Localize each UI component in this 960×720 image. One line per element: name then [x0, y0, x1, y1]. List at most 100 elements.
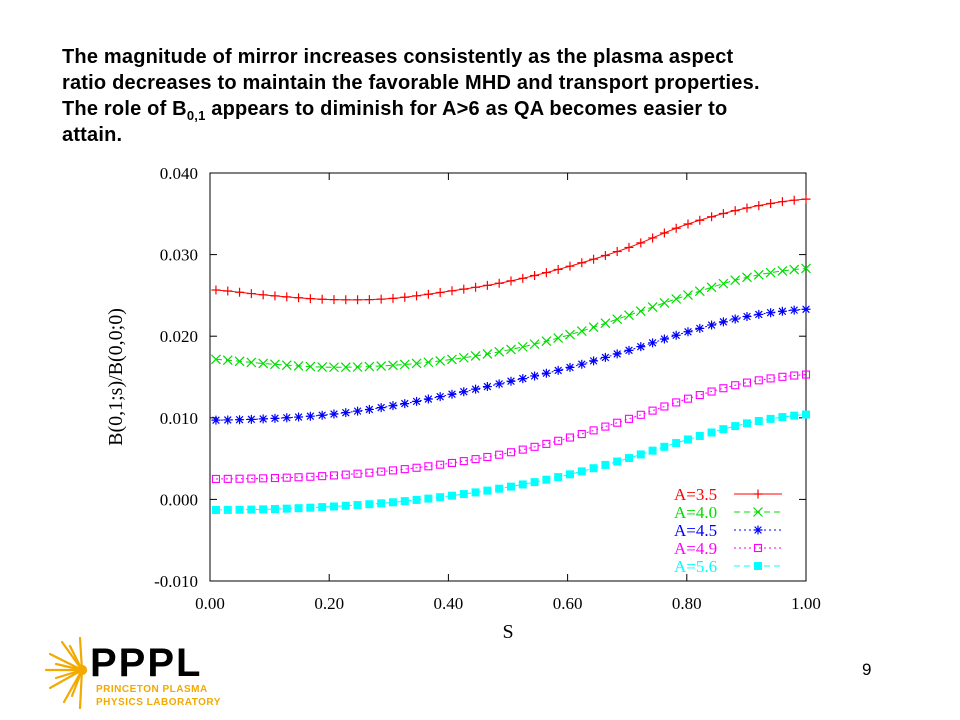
- series-point: [695, 215, 705, 225]
- series-point: [707, 387, 716, 396]
- series-point: [777, 197, 787, 207]
- series-point: [471, 384, 481, 394]
- series-point: [777, 266, 788, 276]
- series-point: [530, 442, 539, 451]
- series-point: [235, 287, 245, 297]
- pppl-logo: PPPL PRINCETON PLASMA PHYSICS LABORATORY: [44, 636, 221, 710]
- series-point: [482, 280, 492, 290]
- series-point: [565, 433, 575, 442]
- series-point: [660, 402, 669, 411]
- series-point: [376, 403, 386, 413]
- y-tick-label: 0.000: [160, 490, 198, 509]
- series-point: [234, 356, 245, 367]
- series-point: [730, 206, 740, 216]
- series-point: [400, 497, 409, 506]
- series-point: [506, 482, 515, 491]
- series-point: [459, 387, 469, 397]
- series-point: [246, 289, 256, 299]
- series-point: [235, 505, 244, 514]
- series-point: [282, 292, 292, 302]
- logo-wordmark: PPPL: [90, 641, 202, 685]
- series-point: [365, 500, 374, 509]
- series-point: [364, 361, 375, 372]
- series-point: [494, 278, 504, 288]
- series-point: [683, 290, 693, 300]
- series-point: [754, 417, 763, 426]
- series-point: [364, 404, 374, 414]
- series-point: [423, 357, 434, 368]
- series-point: [683, 327, 693, 337]
- series-point: [542, 475, 551, 484]
- series-point: [482, 382, 492, 392]
- series-point: [436, 460, 445, 469]
- series-point: [777, 306, 787, 316]
- y-tick-label: 0.040: [160, 164, 198, 183]
- series-point: [412, 495, 421, 504]
- series-point: [778, 372, 787, 381]
- series-point: [801, 194, 811, 204]
- series-point: [340, 362, 351, 373]
- series-point: [294, 293, 304, 303]
- series-point: [518, 445, 527, 454]
- series-point: [648, 338, 658, 348]
- series-point: [495, 484, 504, 493]
- series-point: [447, 286, 457, 296]
- series-point: [223, 474, 232, 483]
- x-tick-label: 0.00: [195, 594, 225, 613]
- series-point: [554, 436, 563, 445]
- series-point: [742, 312, 752, 322]
- series-point: [790, 411, 799, 420]
- series-point: [294, 412, 304, 422]
- series-point: [282, 504, 291, 513]
- series-point: [576, 326, 587, 337]
- series-point: [458, 352, 469, 363]
- series-point: [577, 430, 586, 439]
- series-A=4.9: [211, 370, 811, 484]
- series-point: [435, 355, 446, 366]
- series-point: [766, 414, 775, 423]
- series-point: [388, 401, 398, 411]
- series-point: [447, 491, 456, 500]
- series-point: [730, 314, 740, 324]
- series-point: [400, 465, 409, 474]
- series-point: [624, 414, 634, 423]
- series-point: [400, 399, 410, 409]
- series-point: [506, 448, 516, 457]
- series-point: [766, 374, 775, 383]
- y-axis-label: B(0,1;s)/B(0,0;0): [105, 308, 127, 446]
- series-point: [671, 223, 681, 233]
- series-line: [215, 374, 807, 480]
- series-point: [494, 379, 504, 389]
- page-number: 9: [862, 660, 872, 679]
- chart-axes: 0.00 0.20 0.40 0.60 0.80 1.00 -0.010 0.000 0.010…: [105, 164, 821, 643]
- series-point: [329, 502, 338, 511]
- series-point: [672, 398, 681, 407]
- series-point: [364, 295, 374, 305]
- series-point: [424, 494, 433, 503]
- caption-line-4: attain.: [62, 124, 123, 146]
- series-line: [215, 414, 807, 511]
- series-point: [612, 314, 623, 325]
- series-point: [258, 358, 269, 369]
- series-point: [306, 503, 315, 512]
- series-point: [483, 486, 492, 495]
- series-point: [211, 505, 220, 514]
- series-point: [565, 470, 574, 479]
- series-point: [553, 264, 563, 274]
- series-point: [671, 330, 681, 340]
- series-point: [742, 378, 752, 387]
- series-point: [518, 273, 528, 283]
- logo-line-2: PHYSICS LABORATORY: [96, 697, 221, 708]
- series-point: [246, 414, 256, 424]
- series-point: [223, 505, 232, 514]
- series-point: [577, 467, 586, 476]
- series-point: [483, 452, 492, 462]
- series-point: [647, 302, 658, 312]
- series-point: [517, 341, 528, 352]
- y-tick-label: 0.030: [160, 246, 198, 265]
- series-point: [317, 294, 327, 304]
- series-line: [215, 308, 807, 421]
- series-point: [223, 286, 233, 296]
- series-point: [353, 406, 363, 416]
- series-point: [306, 472, 315, 481]
